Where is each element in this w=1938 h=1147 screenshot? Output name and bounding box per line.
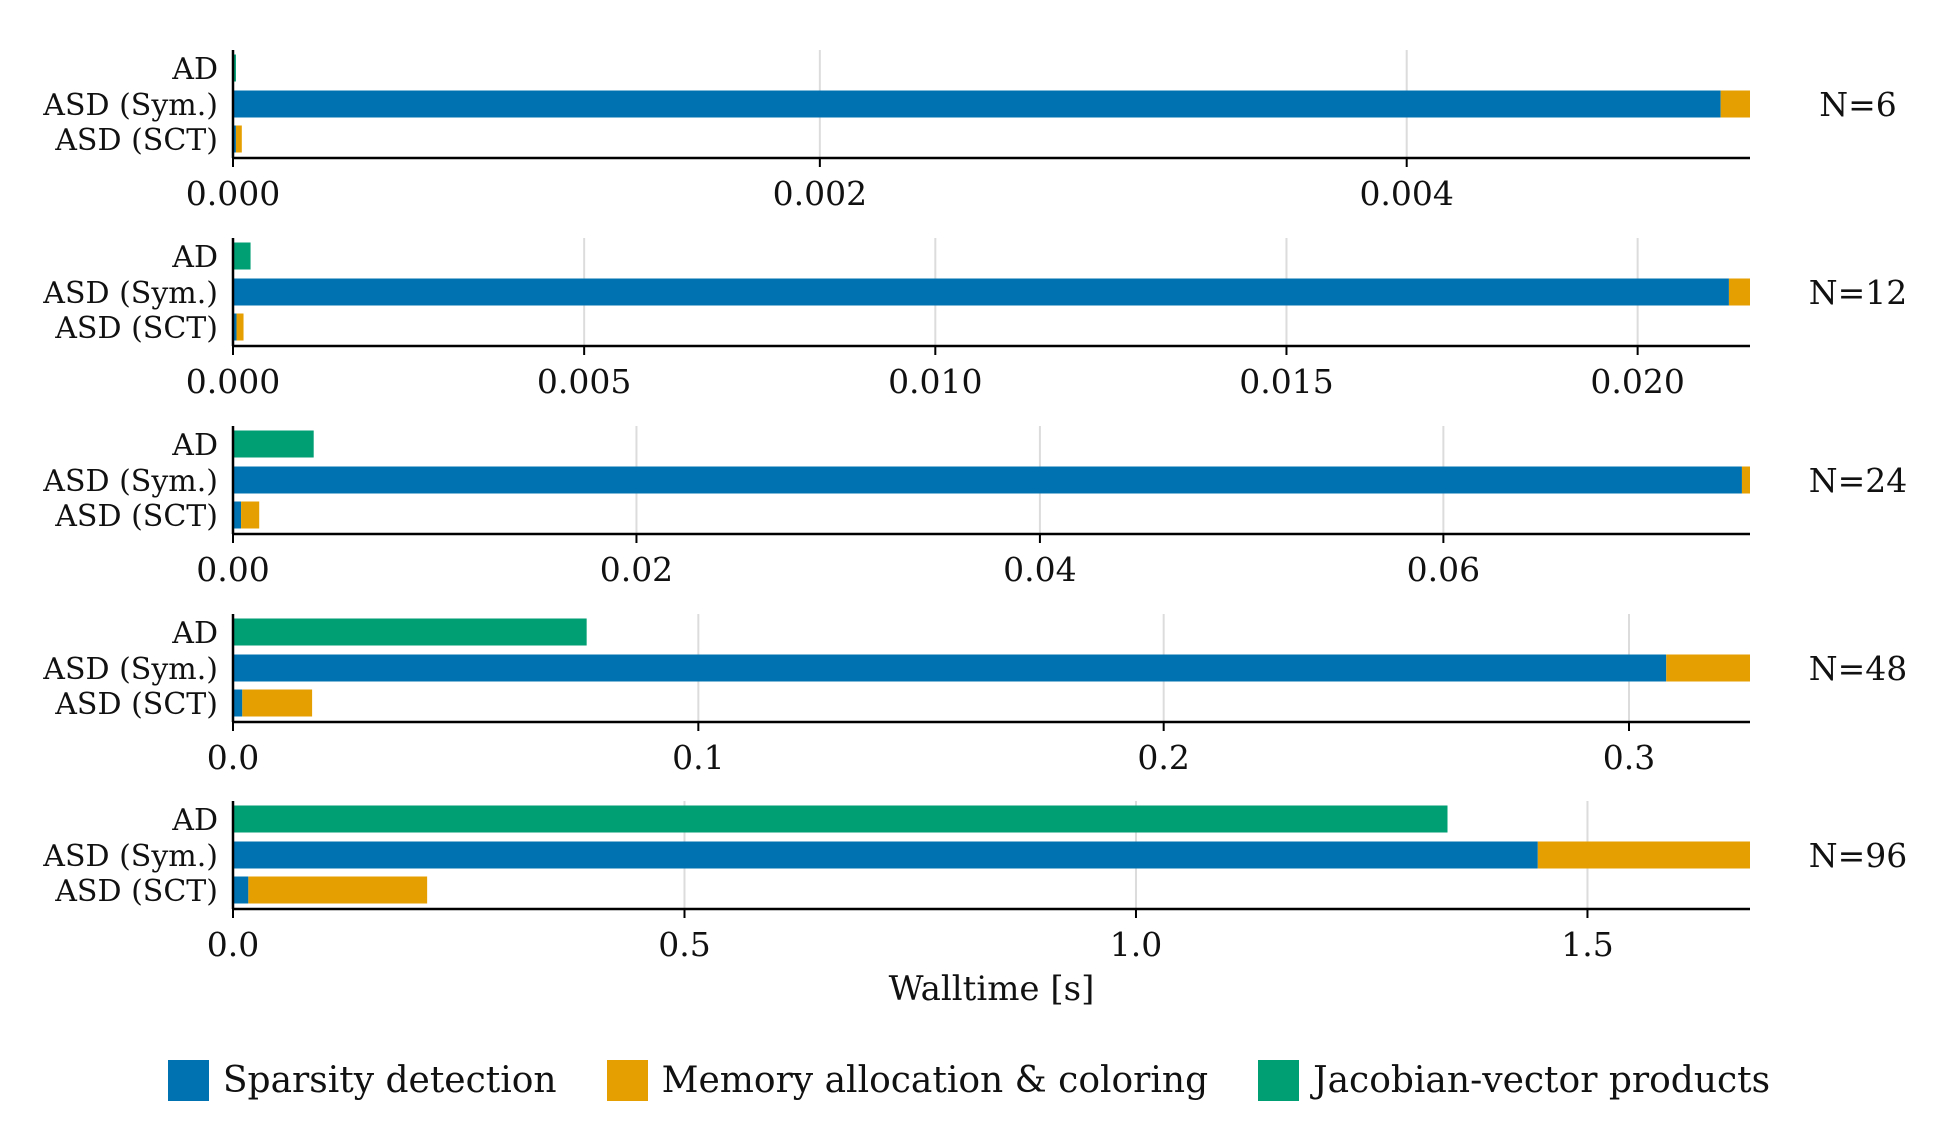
category-label-n-96-asd-sym: ASD (Sym.) bbox=[42, 839, 218, 874]
bar-n-24-asd-sct-sparsity-detection bbox=[233, 501, 242, 529]
bar-n-24-asd-sym-sparsity-detection bbox=[233, 466, 1742, 494]
category-label-n-12-asd-sym: ASD (Sym.) bbox=[42, 276, 218, 311]
category-label-n-12-asd-sct: ASD (SCT) bbox=[54, 311, 218, 346]
bar-n-6-ad-jacobian-vector-products bbox=[233, 54, 236, 82]
bar-n-6-asd-sct-sparsity-detection bbox=[233, 125, 236, 153]
bar-n-24-asd-sct-memory-allocation-coloring bbox=[241, 501, 260, 529]
panel-label-n-48: N=48 bbox=[1809, 649, 1908, 688]
tick-label-n-6-1: 0.002 bbox=[773, 174, 867, 213]
tick-label-n-48-3: 0.3 bbox=[1603, 738, 1655, 777]
legend-label-memory-allocation: Memory allocation & coloring bbox=[661, 1060, 1209, 1101]
category-label-n-24-asd-sym: ASD (Sym.) bbox=[42, 464, 218, 499]
tick-label-n-96-3: 1.5 bbox=[1561, 925, 1613, 964]
category-label-n-6-ad: AD bbox=[171, 52, 218, 87]
tick-label-n-12-0: 0.000 bbox=[186, 362, 280, 401]
tick-label-n-24-3: 0.06 bbox=[1407, 550, 1480, 589]
bar-n-6-asd-sym-sparsity-detection bbox=[233, 90, 1721, 118]
bar-n-6-asd-sym-memory-allocation-coloring bbox=[1720, 90, 1750, 118]
tick-label-n-96-2: 1.0 bbox=[1110, 925, 1162, 964]
bar-n-48-ad-jacobian-vector-products bbox=[233, 618, 587, 646]
tick-label-n-6-0: 0.000 bbox=[186, 174, 280, 213]
category-label-n-48-asd-sct: ASD (SCT) bbox=[54, 687, 218, 722]
legend-swatch-memory-allocation bbox=[606, 1060, 648, 1101]
tick-label-n-24-1: 0.02 bbox=[600, 550, 673, 589]
bar-n-48-asd-sym-sparsity-detection bbox=[233, 654, 1667, 682]
tick-label-n-6-2: 0.004 bbox=[1359, 174, 1453, 213]
bar-n-12-asd-sct-memory-allocation-coloring bbox=[236, 313, 244, 341]
bar-n-12-asd-sym-memory-allocation-coloring bbox=[1728, 278, 1750, 306]
legend-item-jacobian-vector-products: Jacobian-vector products bbox=[1258, 1060, 1770, 1101]
bar-n-12-asd-sym-sparsity-detection bbox=[233, 278, 1729, 306]
bar-n-24-ad-jacobian-vector-products bbox=[233, 430, 314, 458]
bar-n-48-asd-sym-memory-allocation-coloring bbox=[1666, 654, 1750, 682]
panel-label-n-12: N=12 bbox=[1809, 273, 1908, 312]
bar-n-96-asd-sct-memory-allocation-coloring bbox=[248, 876, 428, 904]
bar-n-6-asd-sct-memory-allocation-coloring bbox=[235, 125, 242, 153]
tick-label-n-12-4: 0.020 bbox=[1590, 362, 1684, 401]
bar-n-96-ad-jacobian-vector-products bbox=[233, 805, 1448, 833]
tick-label-n-48-2: 0.2 bbox=[1137, 738, 1189, 777]
category-label-n-6-asd-sct: ASD (SCT) bbox=[54, 123, 218, 158]
tick-label-n-24-2: 0.04 bbox=[1003, 550, 1076, 589]
tick-label-n-12-3: 0.015 bbox=[1239, 362, 1333, 401]
tick-label-n-12-1: 0.005 bbox=[537, 362, 631, 401]
tick-label-n-96-1: 0.5 bbox=[658, 925, 710, 964]
bar-n-24-asd-sym-memory-allocation-coloring bbox=[1741, 466, 1750, 494]
panel-label-n-96: N=96 bbox=[1809, 836, 1908, 875]
category-label-n-6-asd-sym: ASD (Sym.) bbox=[42, 88, 218, 123]
category-label-n-96-ad: AD bbox=[171, 803, 218, 838]
bar-n-48-asd-sct-sparsity-detection bbox=[233, 689, 243, 717]
panel-label-n-6: N=6 bbox=[1819, 85, 1897, 124]
category-label-n-24-ad: AD bbox=[171, 428, 218, 463]
bar-n-96-asd-sym-sparsity-detection bbox=[233, 841, 1538, 869]
category-label-n-48-ad: AD bbox=[171, 616, 218, 651]
category-label-n-96-asd-sct: ASD (SCT) bbox=[54, 874, 218, 909]
legend-label-jacobian-vector-products: Jacobian-vector products bbox=[1313, 1060, 1771, 1101]
legend-swatch-jacobian-vector-products bbox=[1258, 1060, 1300, 1101]
tick-label-n-24-0: 0.00 bbox=[196, 550, 269, 589]
tick-label-n-48-1: 0.1 bbox=[672, 738, 724, 777]
panel-label-n-24: N=24 bbox=[1809, 461, 1908, 500]
category-label-n-24-asd-sct: ASD (SCT) bbox=[54, 499, 218, 534]
legend-swatch-sparsity-detection bbox=[167, 1060, 209, 1101]
bar-n-12-ad-jacobian-vector-products bbox=[233, 242, 251, 270]
category-label-n-12-ad: AD bbox=[171, 240, 218, 275]
legend-label-sparsity-detection: Sparsity detection bbox=[222, 1060, 557, 1101]
category-label-n-48-asd-sym: ASD (Sym.) bbox=[42, 652, 218, 687]
bar-n-96-asd-sct-sparsity-detection bbox=[233, 876, 249, 904]
x-axis-title: Walltime [s] bbox=[889, 969, 1095, 1009]
legend-item-memory-allocation: Memory allocation & coloring bbox=[606, 1060, 1209, 1101]
tick-label-n-12-2: 0.010 bbox=[888, 362, 982, 401]
legend-item-sparsity-detection: Sparsity detection bbox=[167, 1060, 557, 1101]
bar-n-48-asd-sct-memory-allocation-coloring bbox=[242, 689, 313, 717]
legend: Sparsity detection Memory allocation & c… bbox=[0, 1060, 1938, 1101]
bar-n-96-asd-sym-memory-allocation-coloring bbox=[1537, 841, 1750, 869]
tick-label-n-96-0: 0.0 bbox=[207, 925, 259, 964]
bar-n-12-asd-sct-sparsity-detection bbox=[233, 313, 237, 341]
tick-label-n-48-0: 0.0 bbox=[207, 738, 259, 777]
